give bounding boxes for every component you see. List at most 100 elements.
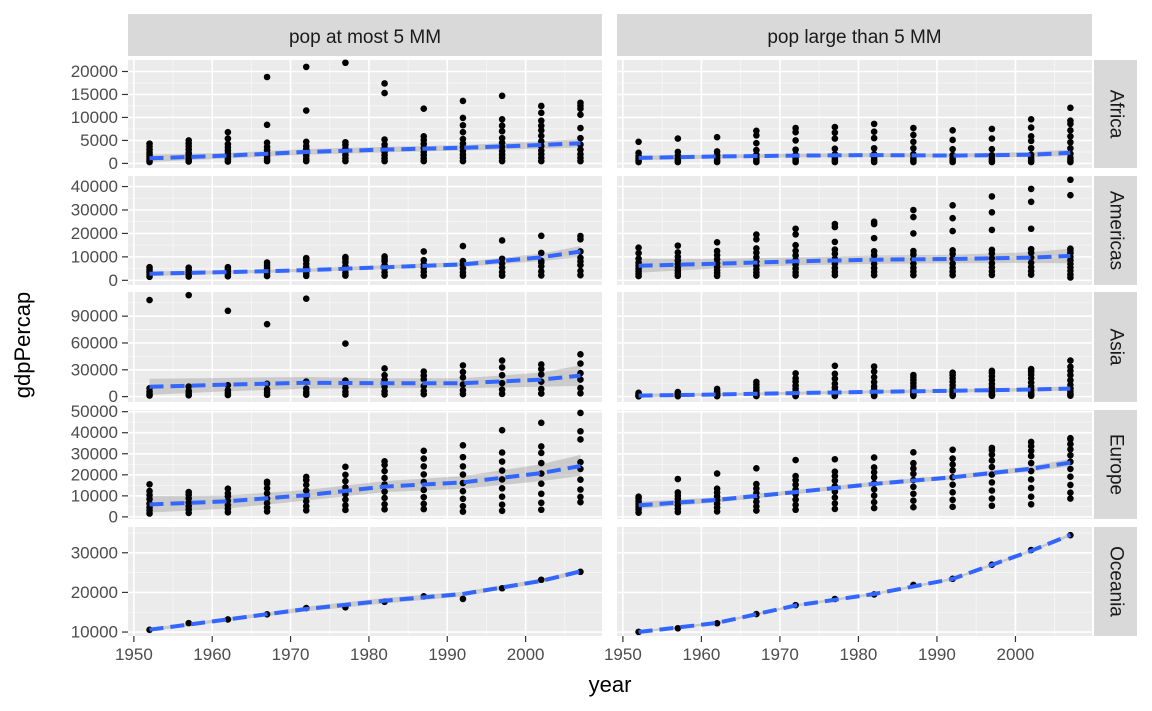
data-point bbox=[342, 253, 349, 261]
data-point bbox=[459, 471, 467, 478]
data-point bbox=[342, 59, 349, 67]
data-point bbox=[635, 138, 642, 146]
data-point bbox=[1027, 115, 1035, 123]
data-point bbox=[185, 291, 193, 299]
data-point bbox=[459, 595, 467, 603]
data-point bbox=[498, 379, 506, 387]
data-point bbox=[674, 624, 682, 632]
data-point bbox=[537, 249, 545, 257]
data-point bbox=[537, 127, 545, 134]
data-point bbox=[185, 383, 193, 390]
data-point bbox=[713, 385, 721, 393]
data-point bbox=[635, 493, 642, 500]
data-point bbox=[577, 111, 584, 118]
data-point bbox=[792, 501, 799, 509]
x-tick-label: 2000 bbox=[997, 645, 1035, 664]
data-point bbox=[988, 125, 996, 133]
data-point bbox=[753, 254, 760, 261]
panel-africa-2 bbox=[617, 60, 1092, 168]
data-point bbox=[381, 80, 388, 87]
data-point bbox=[263, 499, 271, 507]
data-point bbox=[224, 386, 232, 394]
data-point bbox=[674, 249, 682, 256]
strip-row-oceania bbox=[1094, 527, 1137, 636]
data-point bbox=[498, 115, 506, 123]
x-tick-label: 1980 bbox=[350, 645, 388, 664]
data-point bbox=[870, 363, 878, 370]
data-point bbox=[498, 371, 506, 379]
data-point bbox=[1067, 451, 1074, 459]
y-axis-title: gdpPercap bbox=[10, 292, 35, 398]
y-tick-label: 60000 bbox=[71, 333, 118, 352]
data-point bbox=[498, 364, 506, 371]
data-point bbox=[577, 486, 584, 493]
data-point bbox=[459, 502, 467, 510]
data-point bbox=[224, 616, 232, 623]
data-point bbox=[498, 92, 506, 100]
data-point bbox=[577, 360, 584, 367]
strip-row-label: Europe bbox=[1105, 434, 1126, 495]
data-point bbox=[910, 490, 917, 498]
data-point bbox=[498, 426, 506, 434]
data-point bbox=[1067, 144, 1074, 152]
data-point bbox=[949, 127, 956, 134]
data-point bbox=[1067, 138, 1074, 146]
panel-europe-1 bbox=[128, 409, 602, 519]
data-point bbox=[342, 138, 349, 146]
data-point bbox=[949, 136, 956, 144]
data-point bbox=[1067, 473, 1074, 481]
data-point bbox=[498, 458, 506, 465]
data-point bbox=[537, 499, 545, 507]
x-tick-label: 1960 bbox=[682, 645, 720, 664]
panel-americas-1 bbox=[128, 176, 602, 285]
strip-row-americas bbox=[1094, 176, 1137, 285]
data-point bbox=[792, 247, 799, 255]
data-point bbox=[713, 470, 721, 477]
data-point bbox=[498, 134, 506, 142]
data-point bbox=[988, 471, 996, 478]
data-point bbox=[753, 378, 760, 386]
data-point bbox=[302, 498, 310, 505]
data-point bbox=[831, 135, 839, 142]
data-point bbox=[420, 486, 428, 494]
data-point bbox=[870, 128, 878, 135]
data-point bbox=[498, 467, 506, 474]
data-point bbox=[498, 493, 506, 500]
data-point bbox=[753, 245, 760, 252]
strip-column-2 bbox=[617, 14, 1092, 56]
panel-oceania-1 bbox=[128, 527, 602, 636]
trend-line bbox=[149, 249, 581, 276]
data-point bbox=[381, 500, 388, 508]
panel-background bbox=[617, 60, 1092, 168]
data-point bbox=[459, 386, 467, 394]
data-point bbox=[577, 458, 584, 466]
data-point bbox=[870, 247, 878, 255]
data-point bbox=[263, 484, 271, 492]
data-point bbox=[381, 253, 388, 260]
data-point bbox=[910, 124, 917, 132]
data-point bbox=[713, 485, 721, 492]
data-point bbox=[792, 370, 799, 377]
data-point bbox=[870, 218, 878, 226]
data-point bbox=[1027, 198, 1035, 206]
data-point bbox=[263, 259, 271, 266]
y-tick-label: 30000 bbox=[71, 444, 118, 463]
data-point bbox=[988, 193, 996, 200]
data-point bbox=[988, 479, 996, 486]
data-point bbox=[1027, 476, 1035, 483]
strip-row-label: Oceania bbox=[1105, 546, 1126, 617]
y-tick-label: 15000 bbox=[71, 85, 118, 104]
data-point bbox=[988, 457, 996, 464]
data-point bbox=[831, 477, 839, 485]
data-point bbox=[577, 351, 584, 358]
data-point bbox=[792, 375, 799, 382]
x-tick-label: 1970 bbox=[272, 645, 310, 664]
data-point bbox=[792, 231, 799, 238]
strip-row-label: Africa bbox=[1105, 90, 1126, 139]
data-point bbox=[459, 368, 467, 376]
data-point bbox=[831, 370, 839, 378]
data-point bbox=[577, 267, 584, 275]
data-point bbox=[753, 235, 760, 243]
data-point bbox=[498, 449, 506, 456]
